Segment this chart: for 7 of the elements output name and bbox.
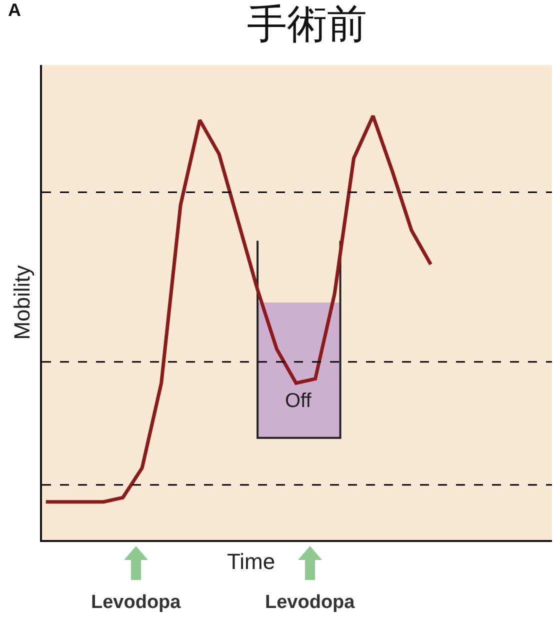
- text: Levodopa: [91, 592, 182, 613]
- annotation: Off: [285, 390, 312, 412]
- text: A: [8, 0, 21, 20]
- y-axis-title: Mobility: [9, 265, 34, 340]
- chart-title: 手術前: [246, 1, 367, 48]
- x-axis-title: Time: [227, 549, 276, 574]
- text: Levodopa: [265, 592, 356, 613]
